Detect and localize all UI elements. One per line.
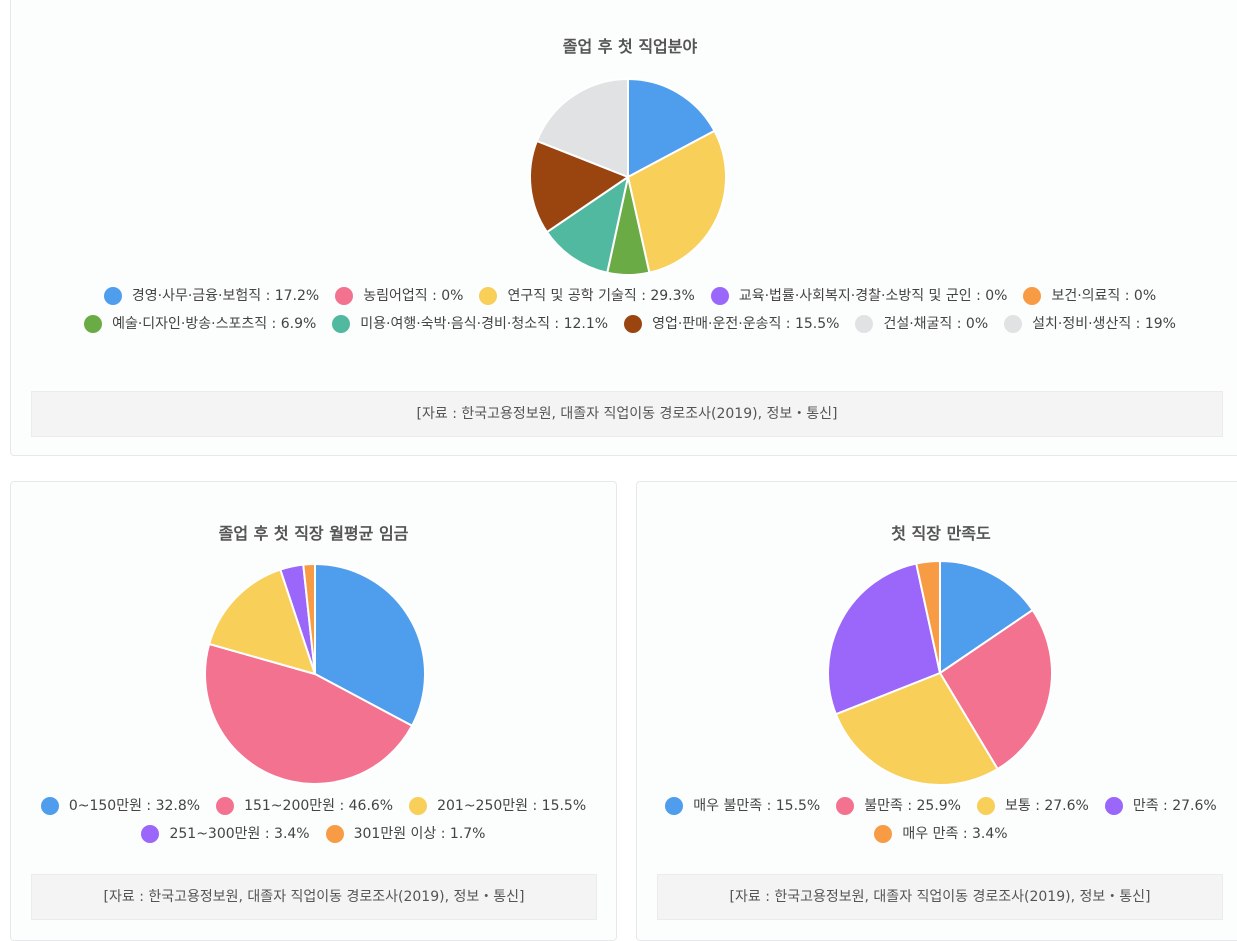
pie-slice[interactable] [938, 608, 1053, 771]
chart-legend: 경영·사무·금융·보험직 : 17.2% 농림어업직 : 0% 연구직 및 공학 기… [31, 282, 1229, 338]
legend-color-dot [665, 797, 684, 815]
legend-color-dot [332, 315, 351, 333]
legend-color-dot [855, 315, 874, 333]
legend-label: 연구직 및 공학 기술직 : 29.3% [507, 288, 695, 304]
pie-slice[interactable] [204, 642, 414, 785]
legend-label: 201~250만원 : 15.5% [437, 798, 587, 814]
legend-item[interactable]: 301만원 이상 : 1.7% [325, 820, 486, 848]
legend-color-dot [409, 797, 428, 815]
pie-slice[interactable] [627, 77, 716, 179]
legend-label: 건설·채굴직 : 0% [883, 316, 989, 332]
chart-title: 졸업 후 첫 직장 월평균 임금 [218, 524, 409, 543]
legend-color-dot [1104, 797, 1123, 815]
pie-slice[interactable] [302, 562, 316, 675]
legend-color-dot [335, 287, 354, 305]
legend-label: 예술·디자인·방송·스포츠직 : 6.9% [112, 316, 317, 332]
legend-label: 301만원 이상 : 1.7% [353, 826, 486, 842]
pie-chart-satisfaction [827, 559, 1053, 786]
legend-color-dot [84, 315, 103, 333]
legend-item[interactable]: 보통 : 27.6% [976, 792, 1089, 820]
legend-item[interactable]: 0~150만원 : 32.8% [40, 792, 201, 820]
pie-slice[interactable] [535, 77, 629, 179]
legend-item[interactable]: 농림어업직 : 0% [335, 282, 463, 310]
legend-item[interactable]: 251~300만원 : 3.4% [141, 820, 310, 848]
legend-item[interactable]: 예술·디자인·방송·스포츠직 : 6.9% [84, 310, 316, 338]
legend-item[interactable]: 201~250만원 : 15.5% [409, 792, 586, 820]
legend-label: 설치·정비·생산직 : 19% [1032, 316, 1176, 332]
legend-label: 251~300만원 : 3.4% [169, 826, 310, 842]
legend-color-dot [1004, 315, 1023, 333]
legend-label: 교육·법률·사회복지·경찰·소방직 및 군인 : 0% [738, 288, 1008, 304]
legend-label: 매우 불만족 : 15.5% [693, 798, 821, 814]
legend-item[interactable]: 설치·정비·생산직 : 19% [1004, 310, 1176, 338]
chart-title: 졸업 후 첫 직업분야 [562, 37, 698, 56]
pie-slice[interactable] [314, 562, 426, 728]
legend-label: 농림어업직 : 0% [363, 288, 464, 304]
pie-slice[interactable] [827, 562, 942, 716]
chart-legend: 0~150만원 : 32.8% 151~200만원 : 46.6% 201~250만… [31, 792, 596, 848]
pie-slice[interactable] [626, 129, 727, 274]
legend-color-dot [325, 825, 344, 843]
pie-chart-job-field [529, 77, 727, 276]
legend-color-dot [710, 287, 729, 305]
legend-label: 경영·사무·금융·보험직 : 17.2% [131, 288, 320, 304]
legend-item[interactable]: 미용·여행·숙박·음식·경비·청소직 : 12.1% [332, 310, 608, 338]
legend-color-dot [1023, 287, 1042, 305]
legend-label: 0~150만원 : 32.8% [68, 798, 201, 814]
legend-item[interactable]: 매우 불만족 : 15.5% [665, 792, 820, 820]
pie-slice[interactable] [834, 671, 999, 786]
pie-slice[interactable] [529, 139, 631, 234]
legend-color-dot [103, 287, 122, 305]
legend-color-dot [836, 797, 855, 815]
chart-card-monthly-wage: 졸업 후 첫 직장 월평균 임금 0~150만원 : 32.8% 151~200만… [10, 481, 617, 941]
legend-color-dot [479, 287, 498, 305]
pie-chart-monthly-wage [204, 562, 426, 785]
pie-slice[interactable] [545, 174, 630, 274]
legend-label: 영업·판매·운전·운송직 : 15.5% [652, 316, 840, 332]
legend-item[interactable]: 151~200만원 : 46.6% [216, 792, 393, 820]
legend-label: 불만족 : 25.9% [864, 798, 961, 814]
chart-legend: 매우 불만족 : 15.5% 불만족 : 25.9% 보통 : 27.6% 만족 : … [657, 792, 1225, 848]
pie-slice[interactable] [939, 559, 1035, 675]
legend-color-dot [976, 797, 995, 815]
legend-item[interactable]: 매우 만족 : 3.4% [874, 820, 1008, 848]
legend-item[interactable]: 건설·채굴직 : 0% [855, 310, 988, 338]
legend-item[interactable]: 불만족 : 25.9% [836, 792, 961, 820]
legend-label: 만족 : 27.6% [1132, 798, 1217, 814]
legend-color-dot [216, 797, 235, 815]
legend-item[interactable]: 보건·의료직 : 0% [1023, 282, 1156, 310]
legend-item[interactable]: 영업·판매·운전·운송직 : 15.5% [624, 310, 839, 338]
legend-label: 보건·의료직 : 0% [1051, 288, 1157, 304]
chart-card-satisfaction: 첫 직장 만족도 매우 불만족 : 15.5% 불만족 : 25.9% 보통 : 2… [636, 481, 1237, 941]
legend-color-dot [874, 825, 893, 843]
legend-item[interactable]: 만족 : 27.6% [1104, 792, 1217, 820]
legend-color-dot [624, 315, 643, 333]
source-note: [자료 : 한국고용정보원, 대졸자 직업이동 경로조사(2019), 정보・통… [657, 874, 1223, 920]
legend-label: 매우 만족 : 3.4% [902, 826, 1008, 842]
legend-color-dot [141, 825, 160, 843]
legend-label: 보통 : 27.6% [1004, 798, 1089, 814]
legend-item[interactable]: 교육·법률·사회복지·경찰·소방직 및 군인 : 0% [710, 282, 1008, 310]
legend-label: 151~200만원 : 46.6% [244, 798, 394, 814]
legend-color-dot [40, 797, 59, 815]
chart-card-job-field: 졸업 후 첫 직업분야 경영·사무·금융·보험직 : 17.2% 농림어업직 : … [10, 0, 1237, 456]
pie-slice[interactable] [915, 559, 941, 674]
legend-item[interactable]: 연구직 및 공학 기술직 : 29.3% [479, 282, 695, 310]
source-note: [자료 : 한국고용정보원, 대졸자 직업이동 경로조사(2019), 정보・통… [31, 391, 1223, 437]
legend-label: 미용·여행·숙박·음식·경비·청소직 : 12.1% [360, 316, 609, 332]
chart-title: 첫 직장 만족도 [891, 524, 991, 543]
source-note: [자료 : 한국고용정보원, 대졸자 직업이동 경로조사(2019), 정보・통… [31, 874, 597, 920]
legend-item[interactable]: 경영·사무·금융·보험직 : 17.2% [103, 282, 320, 310]
